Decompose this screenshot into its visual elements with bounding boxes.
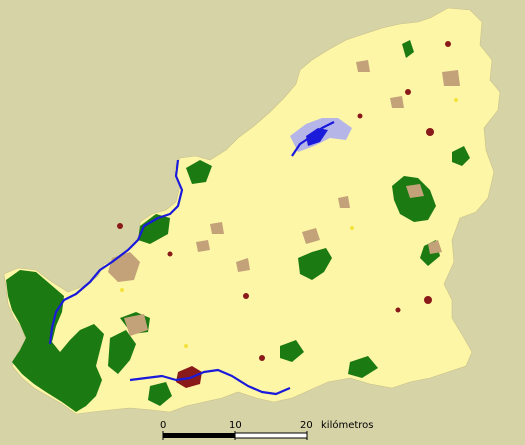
forest-south-3: [348, 356, 378, 378]
shrub-9: [236, 258, 250, 272]
urban-6: [405, 89, 411, 95]
forest-east: [392, 176, 436, 222]
region-land: [3, 7, 501, 415]
urban-2: [424, 296, 432, 304]
highlight-3: [184, 344, 188, 348]
urban-10: [395, 307, 401, 313]
shrub-4: [406, 184, 424, 198]
shrub-6: [428, 240, 442, 254]
scale-bar-segment-1: [163, 433, 235, 438]
urban-3: [445, 41, 451, 47]
forest-north-3: [402, 40, 414, 58]
urban-7: [243, 293, 249, 299]
forest-south-1: [148, 382, 172, 406]
forest-northwest-bank: [138, 214, 170, 244]
shrub-8: [390, 96, 404, 108]
scale-tick-label-0: 0: [160, 420, 167, 431]
shrub-10: [196, 240, 210, 252]
urban-5: [117, 223, 123, 229]
shrub-12: [210, 222, 224, 234]
lake-north: [306, 128, 328, 146]
urban-main: [176, 366, 202, 388]
forest-central-strip: [298, 248, 332, 280]
forest-north-2: [186, 160, 212, 184]
river-west-coast: [48, 159, 184, 345]
scale-bar: [162, 431, 308, 440]
urban-1: [426, 128, 434, 136]
shrub-2: [124, 314, 148, 336]
forest-southwest-2: [108, 330, 136, 374]
river-south: [129, 368, 291, 396]
highlight-1: [454, 98, 458, 102]
forest-southwest: [6, 270, 104, 412]
shrub-11: [338, 196, 350, 208]
scale-bar-segment-2: [234, 432, 308, 439]
urban-4: [259, 355, 265, 361]
shrub-5: [302, 228, 320, 244]
urban-9: [167, 251, 173, 257]
urban-8: [357, 113, 363, 119]
shrub-3: [442, 70, 460, 86]
forest-north-1: [452, 146, 470, 166]
highlight-4: [120, 288, 124, 292]
scale-tick-label-10: 10: [229, 420, 242, 431]
scale-tick-label-20: 20: [300, 420, 313, 431]
highlight-2: [350, 226, 354, 230]
shrub-7: [356, 60, 370, 72]
scale-unit-label: kilómetros: [321, 420, 374, 431]
forest-south-2: [280, 340, 304, 362]
